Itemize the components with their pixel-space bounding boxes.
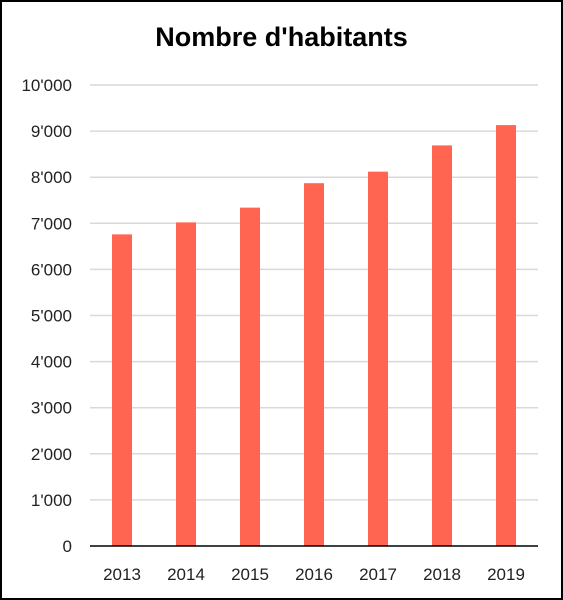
- bars: [112, 125, 516, 547]
- y-tick-label: 8'000: [31, 168, 72, 187]
- y-tick-label: 2'000: [31, 445, 72, 464]
- x-tick-label: 2018: [423, 565, 461, 584]
- bar-2013: [112, 234, 132, 546]
- y-tick-label: 9'000: [31, 122, 72, 141]
- y-tick-label: 10'000: [21, 76, 72, 95]
- x-tick-label: 2013: [103, 565, 141, 584]
- y-tick-label: 5'000: [31, 307, 72, 326]
- bar-2019: [496, 125, 516, 547]
- bar-2018: [432, 145, 452, 547]
- y-tick-label: 6'000: [31, 260, 72, 279]
- bar-2014: [176, 222, 196, 547]
- x-tick-label: 2019: [487, 565, 525, 584]
- x-tick-label: 2016: [295, 565, 333, 584]
- y-tick-label: 0: [63, 537, 72, 556]
- y-axis-tick-labels: 0 1'000 2'000 3'000 4'000 5'000 6'000 7'000 8'00…: [21, 76, 72, 556]
- y-tick-label: 4'000: [31, 353, 72, 372]
- bar-2016: [304, 183, 324, 546]
- bar-2015: [240, 207, 260, 546]
- x-axis-tick-labels: 2013 2014 2015 2016 2017 2018 2019: [103, 565, 525, 584]
- chart-title: Nombre d'habitants: [155, 22, 408, 52]
- y-tick-label: 1'000: [31, 491, 72, 510]
- y-tick-label: 3'000: [31, 399, 72, 418]
- x-tick-label: 2017: [359, 565, 397, 584]
- bar-2017: [368, 171, 388, 546]
- x-tick-label: 2014: [167, 565, 205, 584]
- x-tick-label: 2015: [231, 565, 269, 584]
- y-tick-label: 7'000: [31, 214, 72, 233]
